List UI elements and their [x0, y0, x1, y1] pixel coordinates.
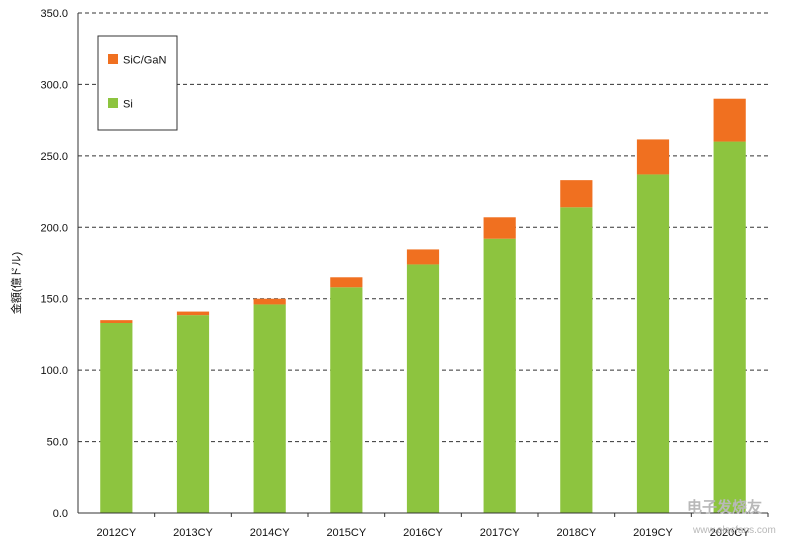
y-tick-label: 100.0 — [40, 365, 68, 377]
legend-box — [97, 35, 178, 131]
x-tick-label: 2019CY — [633, 527, 673, 539]
bar-si-2016cy — [406, 264, 440, 513]
x-tick-label: 2014CY — [250, 527, 290, 539]
legend-label-sic-gan: SiC/GaN — [123, 55, 166, 67]
y-tick-label: 250.0 — [40, 151, 68, 163]
bar-sic-gan-2019cy — [636, 139, 670, 175]
x-tick-label: 2012CY — [96, 527, 136, 539]
legend-label-si: Si — [123, 99, 133, 111]
bar-si-2014cy — [253, 304, 286, 513]
bar-sic-gan-2014cy — [253, 298, 286, 305]
x-tick-label: 2017CY — [480, 527, 520, 539]
bar-si-2013cy — [176, 315, 210, 513]
watermark-text: 电子发烧友 — [687, 498, 762, 516]
x-tick-label: 2013CY — [173, 527, 213, 539]
x-tick-label: 2018CY — [556, 527, 596, 539]
bar-si-2012cy — [100, 323, 133, 513]
bar-sic-gan-2018cy — [560, 180, 593, 208]
y-tick-label: 50.0 — [47, 437, 68, 449]
y-tick-label: 350.0 — [40, 8, 68, 20]
x-tick-label: 2015CY — [326, 527, 366, 539]
bar-sic-gan-2013cy — [176, 311, 210, 316]
bar-si-2015cy — [330, 287, 363, 513]
legend-swatch-si — [108, 98, 118, 108]
bar-si-2019cy — [636, 174, 670, 513]
bar-si-2018cy — [560, 207, 593, 514]
y-tick-label: 0.0 — [53, 508, 68, 520]
bar-sic-gan-2020cy — [713, 98, 746, 142]
x-tick-label: 2020CY — [710, 527, 750, 539]
y-axis-title: 金額(億ドル) — [9, 252, 23, 314]
axis-layer: 0.0 50.0 100.0 150.0 200.0 250.0 300.0 350.0 金額(… — [9, 8, 769, 539]
y-tick-label: 300.0 — [40, 79, 68, 91]
y-tick-label: 150.0 — [40, 294, 68, 306]
bar-sic-gan-2015cy — [330, 277, 363, 288]
bar-sic-gan-2016cy — [406, 249, 440, 265]
x-tick-label: 2016CY — [403, 527, 443, 539]
legend-swatch-sic-gan — [108, 54, 118, 64]
bar-sic-gan-2012cy — [100, 320, 133, 323]
y-tick-label: 200.0 — [40, 222, 68, 234]
watermark: 电子发烧友 www.elecfans.com — [687, 498, 776, 536]
watermark-url: www.elecfans.com — [692, 525, 776, 536]
bar-si-2017cy — [483, 238, 516, 513]
bar-si-2020cy — [713, 141, 746, 514]
bars-layer — [100, 98, 746, 514]
bar-sic-gan-2017cy — [483, 217, 516, 239]
legend: SiC/GaN Si — [97, 35, 178, 131]
